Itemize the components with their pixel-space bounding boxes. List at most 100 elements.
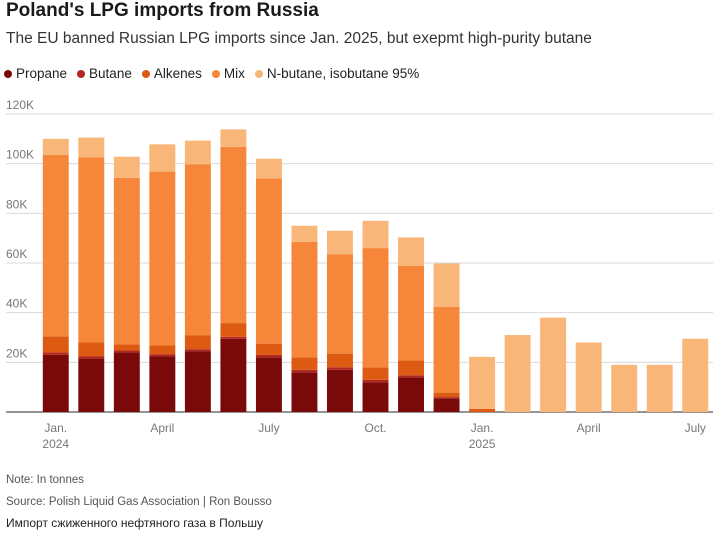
bar-butane-2024-06	[220, 336, 247, 339]
bar-butane-2024-08	[291, 369, 318, 373]
bar-alkenes-2024-12	[433, 392, 460, 398]
bar-stack-2024-08	[291, 225, 318, 412]
bar-butane-2024-10	[362, 379, 389, 383]
bar-n-butane-isobutane-95-2025-02	[504, 335, 531, 412]
bar-alkenes-2025-01	[469, 409, 496, 412]
y-axis-ticks: 20K 40K 60K 80K 100K 120K	[6, 100, 34, 360]
bar-n-butane-isobutane-95-2024-07	[255, 158, 282, 179]
bar-stack-2024-12	[433, 263, 460, 412]
bar-stack-2025-03	[540, 317, 567, 412]
bar-n-butane-isobutane-95-2024-05	[184, 140, 211, 165]
bar-alkenes-2024-06	[220, 323, 247, 337]
bar-mix-2024-06	[220, 146, 247, 324]
bar-n-butane-isobutane-95-2024-01	[42, 138, 69, 155]
bar-mix-2024-10	[362, 248, 389, 368]
legend-swatch	[141, 69, 150, 78]
bar-stack-2024-05	[184, 140, 211, 412]
bar-n-butane-isobutane-95-2024-10	[362, 220, 389, 249]
legend-item-propane: Propane	[4, 66, 67, 81]
bar-mix-2024-09	[327, 254, 353, 354]
bar-mix-2024-07	[255, 178, 282, 344]
bar-butane-2024-05	[184, 349, 211, 352]
bar-butane-2024-01	[42, 352, 69, 355]
x-axis-ticks: Jan. 2024 April July Oct. Jan. 2025 April July	[42, 421, 705, 451]
bar-alkenes-2024-03	[113, 344, 140, 351]
y-tick-label: 40K	[6, 297, 27, 311]
legend-label: Alkenes	[153, 66, 202, 81]
bar-alkenes-2024-05	[184, 335, 211, 350]
legend-label: Butane	[89, 66, 132, 81]
bar-alkenes-2024-01	[42, 336, 69, 353]
bar-stack-2024-04	[149, 144, 176, 412]
bar-alkenes-2024-02	[78, 342, 105, 357]
bar-mix-2024-02	[78, 157, 105, 343]
bar-propane-2024-10	[362, 382, 389, 412]
bar-stack-2024-02	[78, 137, 105, 412]
bar-propane-2024-12	[433, 398, 460, 412]
bar-n-butane-isobutane-95-2025-07	[682, 338, 709, 412]
bar-mix-2024-08	[291, 241, 318, 358]
bar-butane-2024-03	[113, 350, 140, 353]
x-tick-label: Oct.	[364, 421, 386, 435]
bar-n-butane-isobutane-95-2024-11	[398, 237, 424, 266]
bar-stack-2024-11	[398, 237, 424, 412]
chart-legend: Propane Butane Alkenes Mix N-butane, isobuta…	[4, 66, 419, 81]
bar-stack-2025-05	[611, 364, 638, 412]
x-tick-year-label: 2025	[469, 437, 496, 451]
bar-stack-2025-06	[646, 364, 673, 412]
bar-butane-2024-07	[255, 354, 282, 358]
x-tick-label: Jan.	[471, 421, 494, 435]
x-tick-year-label: 2024	[42, 437, 69, 451]
bar-mix-2024-05	[184, 164, 211, 336]
bar-alkenes-2024-09	[327, 353, 353, 368]
x-tick-label: July	[258, 421, 279, 435]
chart-title: Poland's LPG imports from Russia	[6, 0, 319, 21]
bar-n-butane-isobutane-95-2025-04	[575, 342, 602, 412]
chart-source: Source: Polish Liquid Gas Association | …	[6, 496, 272, 508]
legend-label: N-butane, isobutane 95%	[266, 66, 420, 81]
bar-mix-2024-04	[149, 171, 176, 346]
legend-item-mix: Mix	[211, 66, 245, 81]
bar-alkenes-2024-07	[255, 343, 282, 355]
bar-mix-2024-03	[113, 177, 140, 345]
bars	[42, 129, 709, 412]
bar-alkenes-2024-11	[398, 360, 424, 376]
bar-stack-2025-07	[682, 338, 709, 412]
bar-mix-2024-01	[42, 154, 69, 337]
chart-note: Note: In tonnes	[6, 474, 84, 486]
legend-swatch	[211, 69, 220, 78]
bar-butane-2024-11	[398, 375, 424, 378]
x-tick-label: April	[577, 421, 601, 435]
y-tick-label: 120K	[6, 100, 34, 112]
bar-alkenes-2024-04	[149, 345, 176, 355]
y-tick-label: 20K	[6, 346, 27, 360]
bar-n-butane-isobutane-95-2024-06	[220, 129, 247, 147]
x-tick-label: April	[150, 421, 174, 435]
bar-n-butane-isobutane-95-2024-03	[113, 156, 140, 178]
bar-n-butane-isobutane-95-2024-09	[327, 230, 353, 255]
bar-stack-2024-06	[220, 129, 247, 412]
legend-item-butane: Butane	[77, 66, 132, 81]
bar-stack-2024-03	[113, 156, 140, 412]
bar-butane-2024-04	[149, 354, 176, 357]
bar-stack-2024-01	[42, 138, 69, 412]
y-tick-label: 80K	[6, 197, 27, 211]
bar-stack-2025-04	[575, 342, 602, 412]
bar-stack-2024-10	[362, 220, 389, 412]
bar-propane-2024-09	[327, 369, 353, 412]
bar-chart: 20K 40K 60K 80K 100K 120K Jan. 2024 April July Oc…	[6, 100, 713, 451]
legend-label: Mix	[223, 66, 245, 81]
legend-swatch	[4, 69, 12, 78]
bar-stack-2025-01	[469, 356, 496, 412]
chart-caption: Импорт сжиженного нефтяного газа в Польш…	[6, 516, 264, 530]
bar-n-butane-isobutane-95-2025-06	[646, 364, 673, 412]
legend-item-alkenes: Alkenes	[141, 66, 202, 81]
y-tick-label: 100K	[6, 148, 34, 162]
bar-mix-2024-12	[433, 306, 460, 393]
bar-n-butane-isobutane-95-2025-01	[469, 356, 496, 410]
legend-swatch	[77, 69, 86, 78]
bar-propane-2024-06	[220, 338, 247, 412]
x-tick-label: July	[685, 421, 706, 435]
bar-propane-2024-08	[291, 372, 318, 412]
bar-n-butane-isobutane-95-2024-08	[291, 225, 318, 242]
